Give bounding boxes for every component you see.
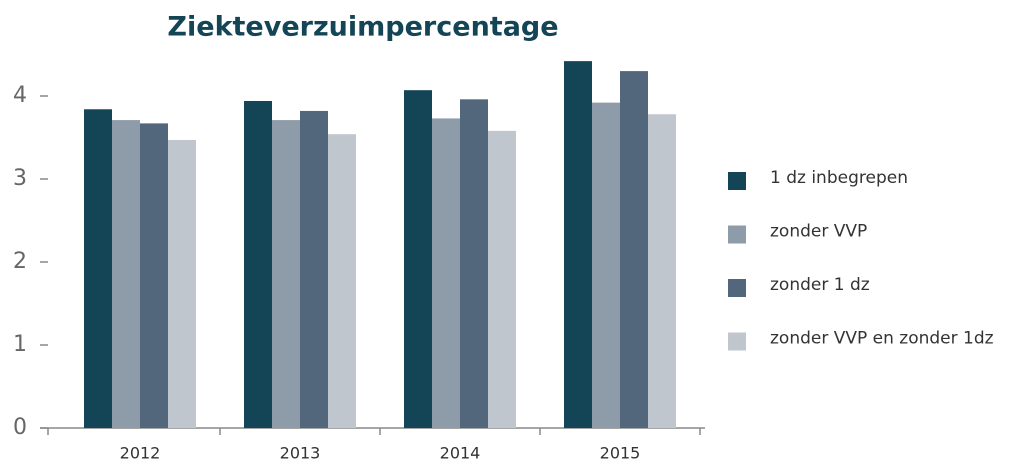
y-tick-label: 2: [13, 249, 27, 274]
bar: [328, 134, 356, 428]
legend-label: zonder VVP: [770, 222, 867, 242]
bar: [84, 109, 112, 428]
x-tick-label: 2012: [120, 444, 161, 463]
bar: [460, 99, 488, 428]
bar: [564, 61, 592, 428]
bar: [648, 114, 676, 428]
legend-label: zonder VVP en zonder 1dz: [770, 329, 994, 349]
legend-swatch: [728, 332, 746, 351]
bar: [620, 71, 648, 428]
legend-swatch: [728, 279, 746, 297]
bar: [244, 100, 272, 428]
y-tick-label: 4: [13, 83, 27, 108]
bar: [168, 139, 196, 429]
x-tick-label: 2015: [600, 444, 641, 463]
bar: [488, 130, 516, 429]
bar: [140, 123, 168, 428]
y-tick-label: 0: [13, 415, 27, 440]
bar: [432, 118, 460, 428]
bar: [272, 120, 300, 428]
x-tick-label: 2014: [440, 444, 481, 463]
bar: [404, 90, 432, 428]
chart-title: Ziekteverzuimpercentage: [167, 12, 558, 43]
bar: [300, 110, 328, 428]
y-tick-label: 3: [13, 166, 27, 191]
legend-label: 1 dz inbegrepen: [770, 168, 908, 188]
legend-label: zonder 1 dz: [770, 275, 870, 295]
legend-swatch: [728, 172, 746, 190]
bar: [112, 120, 140, 428]
bar: [592, 102, 620, 428]
legend-swatch: [728, 225, 746, 244]
y-tick-label: 1: [13, 332, 27, 357]
x-tick-label: 2013: [280, 444, 321, 463]
